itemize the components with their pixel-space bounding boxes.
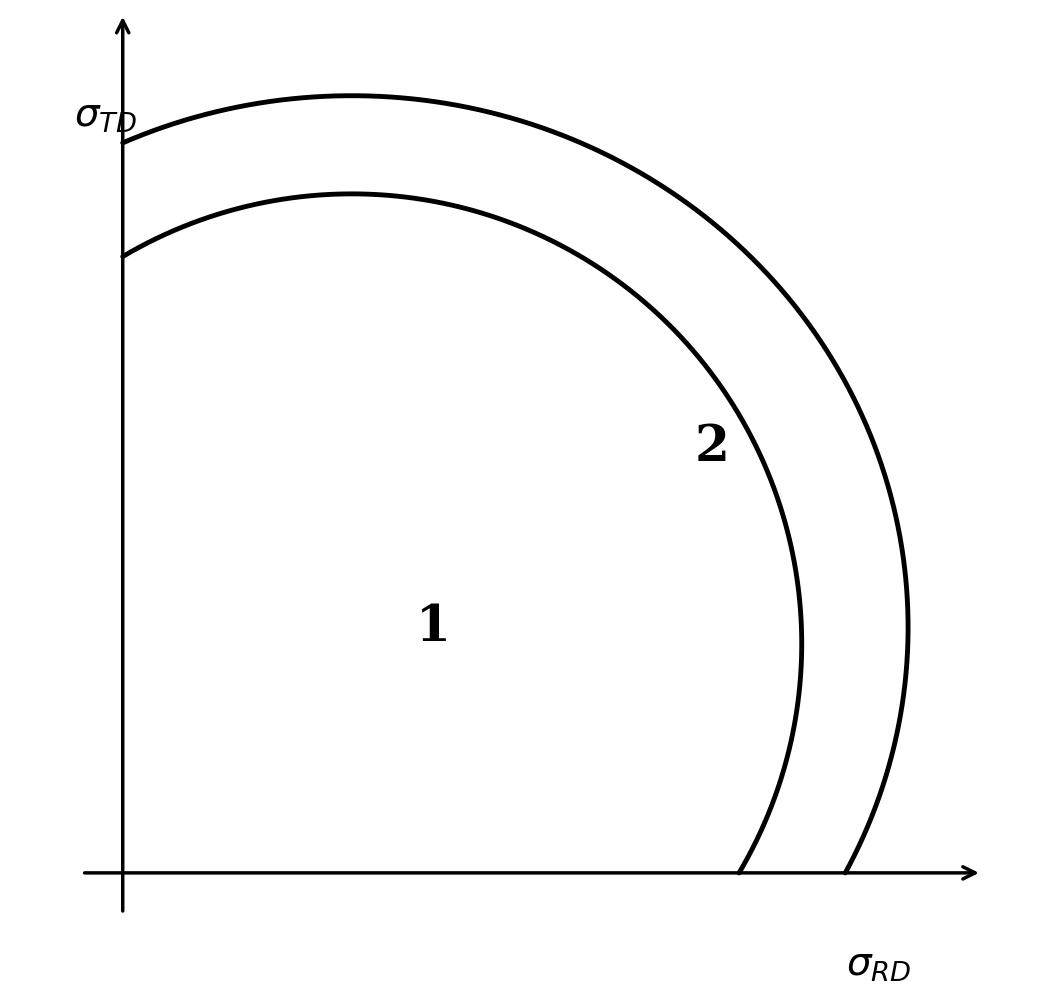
Text: 2: 2 bbox=[694, 423, 729, 472]
Text: 1: 1 bbox=[417, 603, 451, 652]
Text: $\sigma_{RD}$: $\sigma_{RD}$ bbox=[846, 946, 911, 983]
Text: $\sigma_{TD}$: $\sigma_{TD}$ bbox=[74, 99, 136, 135]
